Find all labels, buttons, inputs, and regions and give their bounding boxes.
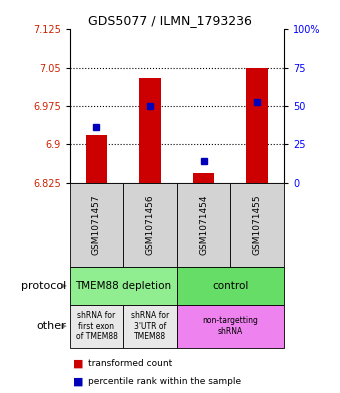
Bar <box>70 183 123 267</box>
Text: shRNA for
3'UTR of
TMEM88: shRNA for 3'UTR of TMEM88 <box>131 311 169 341</box>
Bar <box>246 68 268 183</box>
Text: GSM1071454: GSM1071454 <box>199 195 208 255</box>
Text: GSM1071456: GSM1071456 <box>146 195 154 255</box>
Text: shRNA for
first exon
of TMEM88: shRNA for first exon of TMEM88 <box>75 311 117 341</box>
Bar <box>86 135 107 183</box>
Bar <box>177 305 284 348</box>
Text: percentile rank within the sample: percentile rank within the sample <box>88 377 241 386</box>
Text: GSM1071455: GSM1071455 <box>253 195 261 255</box>
Bar <box>230 183 284 267</box>
Text: ■: ■ <box>73 358 84 369</box>
Bar <box>70 305 123 348</box>
Text: control: control <box>212 281 249 291</box>
Bar <box>70 267 177 305</box>
Text: protocol: protocol <box>21 281 66 291</box>
Text: transformed count: transformed count <box>88 359 173 368</box>
Bar <box>123 183 177 267</box>
Text: other: other <box>36 321 66 331</box>
Text: GDS5077 / ILMN_1793236: GDS5077 / ILMN_1793236 <box>88 14 252 27</box>
Text: GSM1071457: GSM1071457 <box>92 195 101 255</box>
Bar <box>193 173 214 183</box>
Text: TMEM88 depletion: TMEM88 depletion <box>75 281 171 291</box>
Bar <box>123 305 177 348</box>
Bar <box>177 183 231 267</box>
Text: ■: ■ <box>73 376 84 386</box>
Bar <box>177 267 284 305</box>
Text: non-targetting
shRNA: non-targetting shRNA <box>202 316 258 336</box>
Bar <box>139 78 161 183</box>
